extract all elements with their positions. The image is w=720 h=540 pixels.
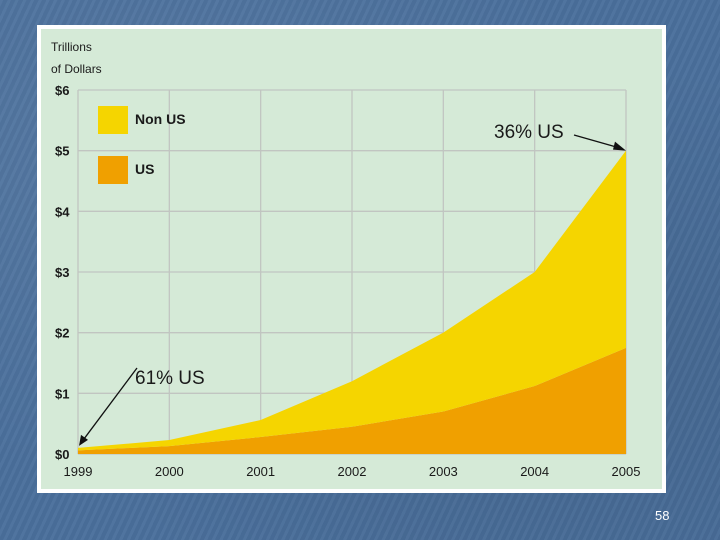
annotation-label: 36% US <box>494 122 564 143</box>
y-axis-title-line-1: Trillions <box>51 40 92 54</box>
axes: $0 $1 $2 $3 $4 $5 $6 1999 2000 2001 2002 2003 2004 20… <box>55 83 640 479</box>
y-tick-label: $5 <box>55 144 69 159</box>
y-axis-title: Trillions of Dollars <box>51 40 102 76</box>
annotations: 61% US 36% US <box>79 122 626 446</box>
x-tick-label: 2001 <box>246 464 275 479</box>
legend-label-non-us: Non US <box>135 111 186 127</box>
y-tick-label: $3 <box>55 265 69 280</box>
page-number: 58 <box>655 508 670 523</box>
slide-frame: $0 $1 $2 $3 $4 $5 $6 1999 2000 2001 2002 2003 2004 20… <box>37 25 666 493</box>
legend: Non US US <box>98 106 186 184</box>
annotation-label: 61% US <box>135 368 205 389</box>
area-non-us <box>78 150 626 451</box>
legend-swatch-non-us <box>98 106 128 134</box>
y-tick-label: $2 <box>55 326 69 341</box>
x-tick-label: 2002 <box>338 464 367 479</box>
grid <box>77 89 627 455</box>
y-tick-label: $6 <box>55 83 69 98</box>
annotation-arrow <box>80 367 138 444</box>
legend-swatch-us <box>98 156 128 184</box>
x-tick-label: 2004 <box>520 464 549 479</box>
x-tick-label: 2003 <box>429 464 458 479</box>
y-tick-label: $4 <box>55 204 70 219</box>
y-tick-label: $1 <box>55 386 69 401</box>
area-series <box>78 150 626 454</box>
x-tick-label: 1999 <box>64 464 93 479</box>
annotation-arrowhead <box>613 141 626 151</box>
x-tick-label: 2000 <box>155 464 184 479</box>
y-axis-title-line-2: of Dollars <box>51 62 102 76</box>
x-tick-label: 2005 <box>612 464 641 479</box>
annotation-arrowhead <box>79 434 88 446</box>
y-tick-label: $0 <box>55 447 69 462</box>
area-us <box>78 347 626 454</box>
legend-label-us: US <box>135 161 154 177</box>
chart: $0 $1 $2 $3 $4 $5 $6 1999 2000 2001 2002 2003 2004 20… <box>41 29 662 489</box>
